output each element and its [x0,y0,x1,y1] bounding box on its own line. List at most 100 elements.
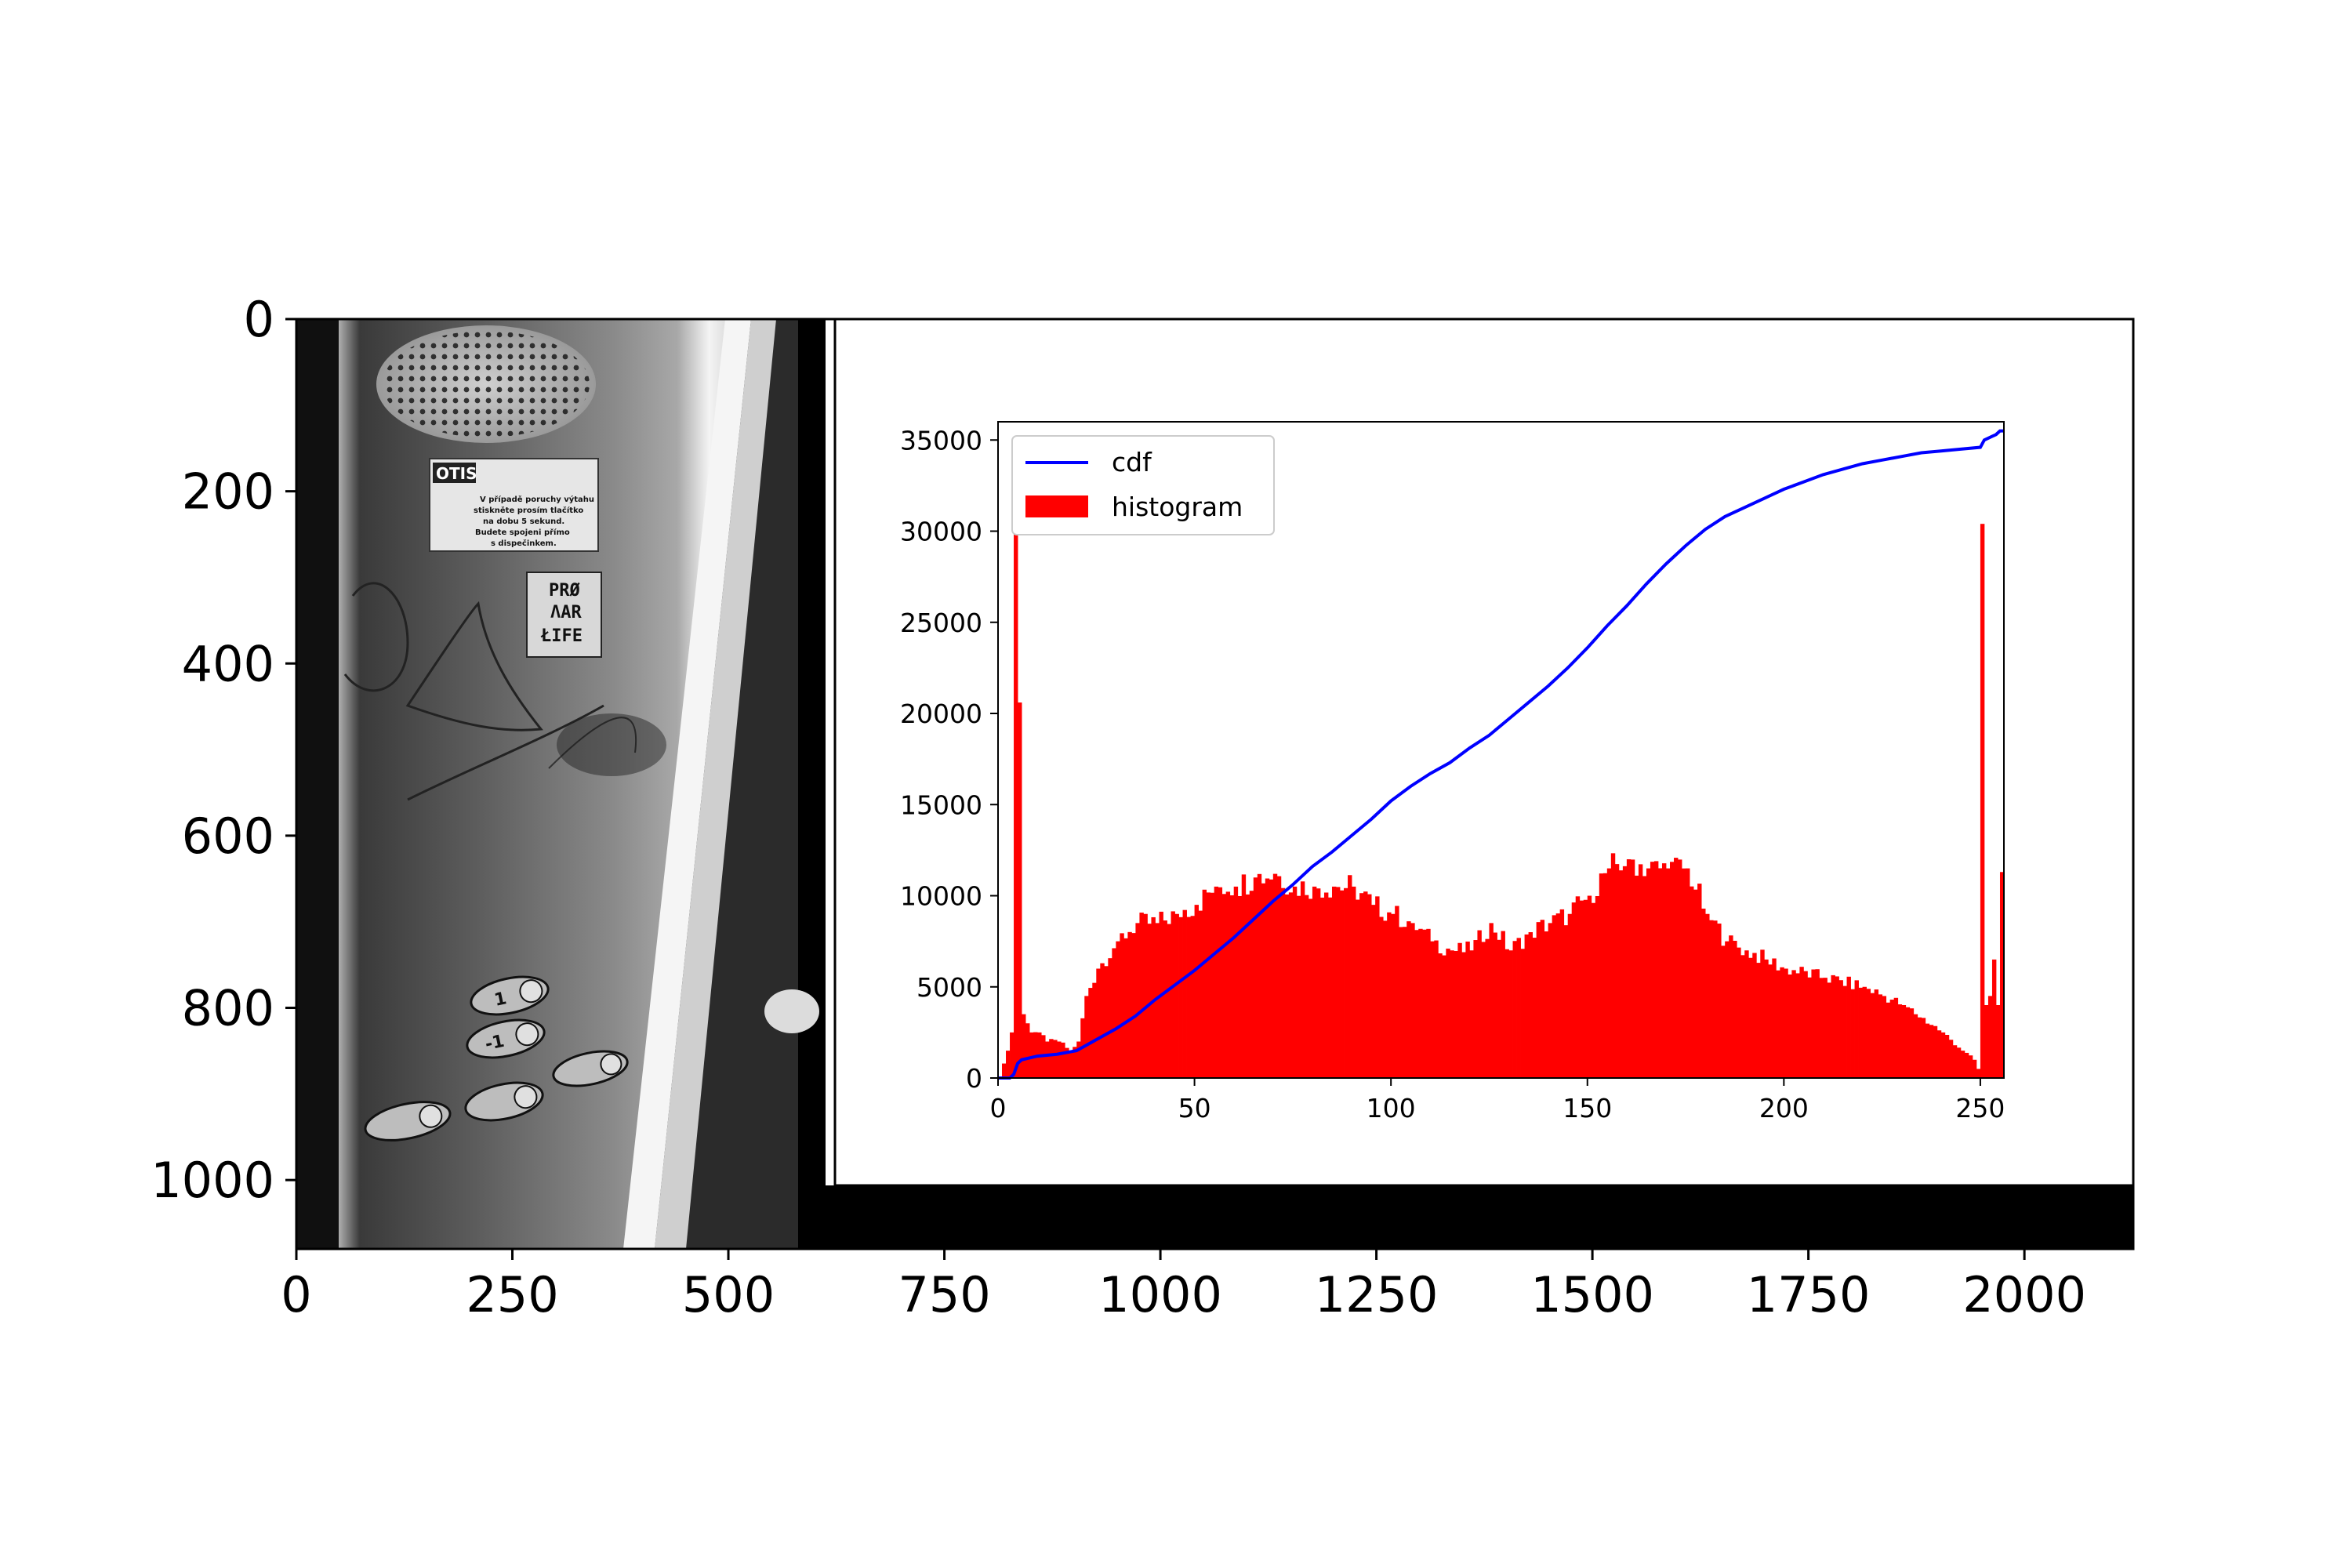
histogram-bar [1359,893,1364,1078]
histogram-bar [1371,905,1376,1078]
histogram-bar [1493,932,1497,1078]
histogram-bar [1823,978,1828,1078]
histogram-bar [1010,1032,1014,1078]
histogram-bar [1559,909,1565,1078]
histogram-bar [1536,922,1541,1078]
histogram-bar [1497,939,1501,1078]
inner-y-tick-label: 20000 [900,699,982,729]
histogram-bar [1002,1063,1007,1078]
histogram-bar [1575,896,1581,1078]
histogram-bar [1296,895,1301,1078]
inner-y-tick-label: 30000 [900,517,982,547]
histogram-bar [1288,892,1294,1078]
histogram-bar [1717,924,1722,1078]
histogram-bar [1100,963,1105,1078]
histogram-bar [1740,955,1745,1078]
prolife-sticker: PRØ ΛAR ŁIFE [526,572,602,658]
histogram-bar [1022,1014,1026,1078]
histogram-bar [1674,858,1679,1078]
histogram-bar [1642,876,1647,1078]
histogram-bar [1842,985,1847,1078]
histogram-bar [1391,913,1396,1078]
histogram-bar [1563,925,1569,1078]
histogram-bar [1850,989,1855,1078]
histogram-bar [1233,886,1239,1078]
inner-axes-ticks: 0 50 100 150 200 250 0 5000 10000 15000 20000 25000… [900,425,2005,1123]
histogram-bar [1948,1040,1954,1078]
legend-histogram-swatch [1025,495,1088,517]
histogram-bar [1327,897,1333,1078]
histogram-bar [1272,873,1278,1078]
histogram-bar [1686,868,1690,1078]
histogram-bar [1135,923,1140,1078]
histogram-bar [1489,923,1494,1078]
histogram-bar [1319,897,1325,1078]
histogram-bar [1693,889,1698,1078]
histogram-bar [1626,859,1632,1078]
histogram-bar [1018,702,1022,1078]
histogram-bar [1375,896,1380,1078]
histogram-bar [1434,940,1439,1078]
histogram-bar [1599,873,1604,1078]
histogram-bar [1721,946,1726,1078]
histogram-bar [1984,1005,1989,1078]
histogram-bar [1120,933,1124,1078]
histogram-bar [1049,1039,1054,1078]
histogram-bar [1430,941,1435,1078]
outer-x-tick-label: 250 [466,1266,558,1323]
histogram-bar [1784,968,1788,1078]
histogram-bar [1348,875,1352,1078]
histogram-bar [1682,868,1686,1078]
histogram-bar [1544,931,1549,1078]
histogram-bar [1352,886,1356,1078]
histogram-bar [1678,859,1682,1078]
histogram-bar [1709,920,1714,1078]
histogram-bar [1768,964,1773,1078]
histogram-bar [1528,932,1533,1078]
histogram-bar [1469,950,1474,1078]
histogram-bar [1395,906,1399,1078]
histogram-bar [1356,899,1360,1078]
histogram-bar [1646,868,1651,1078]
histogram-bar [1995,1005,2001,1078]
histogram-bar [1752,953,1757,1078]
histogram-bar [1108,958,1112,1078]
histogram-bar [1406,921,1411,1078]
histogram-bar [1940,1032,1946,1078]
inner-x-tick-label: 0 [990,1093,1007,1123]
histogram-bar [1379,916,1384,1078]
histogram-bar [1403,927,1407,1078]
histogram-bar [1670,862,1675,1078]
sticker-brand: OTIS [436,464,477,483]
histogram-bar [1261,883,1266,1078]
histogram-bar [1127,931,1132,1078]
histogram-bar [1905,1007,1911,1078]
histogram-bar [1933,1025,1938,1078]
outer-axes-ticks: 0 250 500 750 1000 1250 1500 1750 20000200400600… [151,291,2086,1323]
histogram-bar [1344,887,1348,1078]
histogram-bar [1206,892,1211,1078]
histogram-bar [1218,887,1223,1078]
histogram-bar [1280,887,1286,1078]
histogram-bar [1701,908,1706,1078]
histogram-bar [1705,913,1710,1078]
otis-sticker: OTIS V případě poruchy výtahu stiskněte … [429,458,599,552]
histogram-bar [1991,959,1997,1078]
histogram-bar [1450,950,1454,1078]
outer-y-tick-label: 400 [182,635,274,692]
sticker-line: stiskněte prosím tlačítko [474,506,583,515]
histogram-bar [1925,1023,1930,1078]
histogram-bar [1253,877,1258,1078]
inner-y-tick-label: 25000 [900,608,982,638]
histogram-bar [1422,929,1427,1078]
histogram-bar [1909,1008,1915,1078]
histogram-bar [1661,863,1667,1078]
histogram-bar [1733,941,1737,1078]
legend-cdf-label: cdf [1112,447,1152,477]
histogram-bar [1882,996,1887,1078]
histogram-bar [1760,949,1765,1078]
histogram-bar [1729,935,1733,1078]
histogram-bar [1831,975,1835,1078]
outer-x-tick-label: 1000 [1098,1266,1222,1323]
histogram-bar [1846,976,1851,1078]
